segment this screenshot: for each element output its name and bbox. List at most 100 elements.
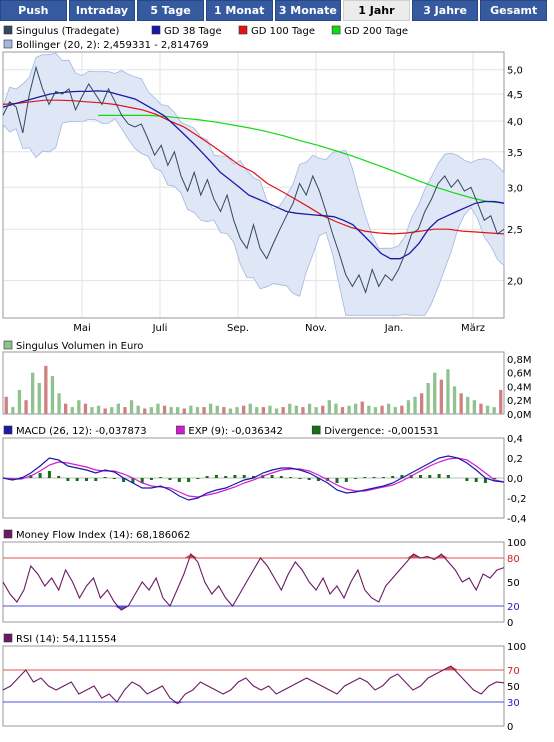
price-axis-tick: 5,0 — [507, 66, 523, 77]
mfi-overbought-fill — [183, 554, 191, 558]
volume-bar — [77, 400, 81, 414]
divergence-bar — [224, 476, 228, 478]
divergence-bar — [149, 478, 153, 480]
divergence-bar — [298, 478, 302, 479]
volume-bar — [426, 383, 430, 414]
volume-bar — [334, 403, 338, 414]
volume-bar — [209, 403, 213, 414]
volume-bar — [129, 400, 134, 414]
tab-1-jahr[interactable]: 1 Jahr — [343, 0, 410, 21]
tab-1-monat[interactable]: 1 Monat — [205, 0, 273, 21]
volume-bar — [235, 407, 239, 414]
volume-bar — [162, 405, 167, 414]
x-axis-tick: März — [461, 323, 485, 334]
mfi-overbought-fill — [441, 554, 449, 558]
tab-push[interactable]: Push — [0, 0, 67, 21]
divergence-bar — [372, 477, 376, 478]
divergence-bar — [279, 476, 283, 478]
volume-bar — [472, 400, 476, 414]
divergence-bar — [75, 478, 79, 481]
volume-bar — [393, 407, 397, 414]
tab-intraday[interactable]: Intraday — [68, 0, 136, 21]
volume-bar — [255, 407, 259, 414]
volume-bar — [459, 393, 463, 414]
legend-swatch — [3, 529, 13, 539]
divergence-bar — [196, 478, 200, 479]
volume-bar — [70, 407, 74, 414]
rsi-axis-tick: 100 — [507, 642, 526, 653]
volume-bar — [360, 401, 364, 414]
volume-bar — [354, 403, 358, 414]
divergence-bar — [289, 477, 293, 478]
mfi-line — [2, 552, 505, 611]
divergence-bar — [363, 477, 367, 478]
legend-label: Divergence: -0,001531 — [324, 426, 439, 437]
divergence-bar — [270, 475, 274, 478]
volume-bar — [248, 403, 252, 414]
mfi-axis-tick: 100 — [507, 538, 526, 549]
volume-bar — [215, 405, 219, 414]
price-axis-tick: 3,5 — [507, 148, 523, 159]
divergence-bar — [177, 478, 181, 482]
divergence-bar — [66, 478, 70, 481]
volume-bar — [189, 405, 193, 414]
volume-bar — [327, 400, 331, 414]
tab-gesamt[interactable]: Gesamt — [480, 0, 547, 21]
macd-line — [2, 455, 505, 501]
price-axis-tick: 3,0 — [507, 183, 523, 194]
rsi-axis-tick: 30 — [507, 698, 520, 709]
divergence-bar — [131, 478, 135, 483]
tab-5-tage[interactable]: 5 Tage — [137, 0, 204, 21]
price-axis-tick: 4,0 — [507, 117, 523, 128]
rsi-axis-tick: 0 — [507, 722, 513, 733]
mfi-oversold-fill — [114, 606, 122, 610]
volume-bar — [123, 407, 127, 414]
divergence-bar — [446, 475, 450, 478]
volume-bar — [439, 379, 443, 414]
price-axis-tick: 2,0 — [507, 277, 523, 288]
divergence-bar — [465, 478, 469, 481]
macd-axis-tick: 0,2 — [507, 454, 523, 465]
volume-bar — [446, 369, 450, 414]
volume-bar — [420, 393, 424, 414]
divergence-bar — [122, 478, 126, 482]
volume-bar — [149, 407, 153, 414]
volume-axis-tick: 0,0M — [507, 410, 532, 421]
volume-bar — [400, 405, 404, 414]
volume-bar — [182, 408, 186, 414]
divergence-bar — [214, 475, 218, 478]
divergence-bar — [233, 475, 237, 478]
volume-bar — [202, 407, 206, 414]
divergence-bar — [57, 476, 61, 478]
price-axis-tick: 4,5 — [507, 90, 523, 101]
legend-swatch — [3, 425, 13, 435]
volume-bar — [64, 403, 68, 414]
legend-label: GD 200 Tage — [344, 26, 408, 37]
volume-axis-tick: 0,4M — [507, 382, 532, 393]
tab-3-jahre[interactable]: 3 Jahre — [411, 0, 479, 21]
volume-bar — [24, 400, 28, 414]
legend-label: GD 38 Tage — [164, 26, 222, 37]
legend-label: Bollinger (20, 2): 2,459331 - 2,814769 — [16, 40, 209, 51]
volume-bar — [380, 405, 384, 414]
divergence-bar — [493, 478, 497, 479]
volume-bar — [452, 386, 457, 414]
volume-bar — [387, 403, 391, 414]
volume-bar — [83, 403, 88, 414]
rsi-axis-tick: 50 — [507, 682, 520, 693]
mfi-overbought-fill — [406, 554, 414, 558]
volume-bar — [499, 389, 503, 414]
volume-bar — [367, 405, 371, 414]
legend-swatch — [3, 39, 13, 49]
legend-swatch — [3, 633, 13, 643]
exp-line — [2, 457, 505, 498]
volume-bar — [301, 407, 305, 414]
macd-axis-tick: -0,2 — [507, 494, 527, 505]
tab-3-monate[interactable]: 3 Monate — [274, 0, 342, 21]
volume-bar — [156, 403, 160, 414]
divergence-bar — [252, 476, 255, 478]
volume-bar — [169, 407, 173, 414]
x-axis-tick: Jan. — [384, 323, 404, 334]
volume-bar — [90, 407, 94, 414]
